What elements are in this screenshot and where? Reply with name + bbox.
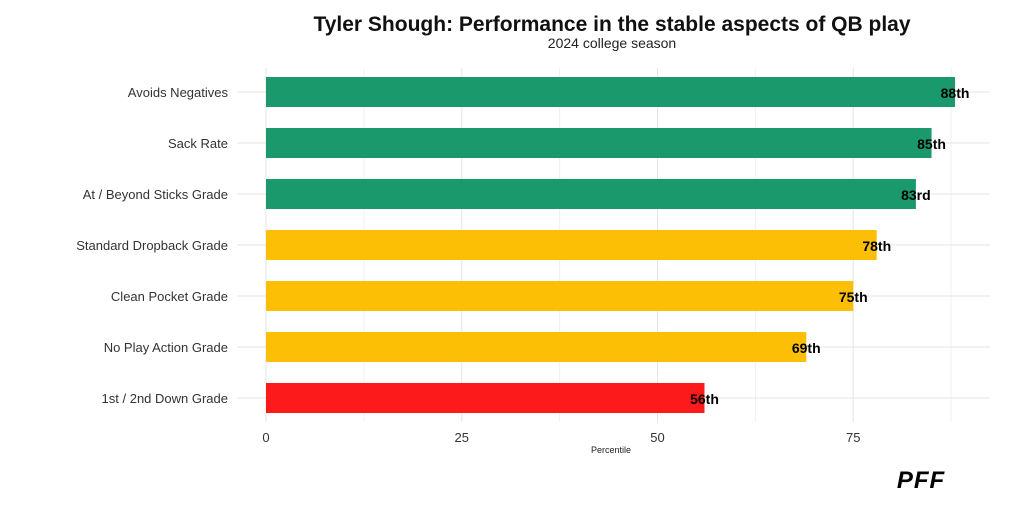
data-label: 75th: [839, 289, 868, 305]
data-label: 56th: [690, 391, 719, 407]
data-label: 85th: [917, 136, 946, 152]
x-tick-label: 0: [262, 430, 269, 445]
bar: [266, 179, 916, 209]
bar: [266, 77, 956, 107]
bar: [266, 281, 854, 311]
data-label: 83rd: [901, 187, 931, 203]
category-label: No Play Action Grade: [104, 340, 228, 355]
category-label: 1st / 2nd Down Grade: [102, 391, 228, 406]
bar: [266, 332, 807, 362]
x-tick-label: 25: [455, 430, 469, 445]
bar: [266, 128, 932, 158]
x-tick-label: 50: [650, 430, 664, 445]
data-label: 88th: [941, 85, 970, 101]
bars: [266, 77, 956, 413]
pff-logo-text: PFF: [897, 467, 946, 494]
x-tick-label: 75: [846, 430, 860, 445]
chart-title: Tyler Shough: Performance in the stable …: [313, 13, 910, 36]
category-label: Clean Pocket Grade: [111, 289, 228, 304]
category-label: Avoids Negatives: [128, 85, 229, 100]
category-label: Standard Dropback Grade: [76, 238, 228, 253]
x-axis-ticks: 0 25 50 75: [262, 430, 860, 445]
bar: [266, 383, 705, 413]
data-label: 69th: [792, 340, 821, 356]
category-labels: Avoids Negatives Sack Rate At / Beyond Sti…: [76, 85, 228, 406]
pff-logo: PFF: [897, 467, 946, 494]
x-axis-title: Percentile: [591, 445, 631, 455]
bar: [266, 230, 877, 260]
data-labels: 88th 85th 83rd 78th 75th 69th 56th: [690, 85, 969, 407]
data-label: 78th: [862, 238, 891, 254]
chart-subtitle: 2024 college season: [548, 35, 676, 51]
category-label: Sack Rate: [168, 136, 228, 151]
category-label: At / Beyond Sticks Grade: [83, 187, 228, 202]
